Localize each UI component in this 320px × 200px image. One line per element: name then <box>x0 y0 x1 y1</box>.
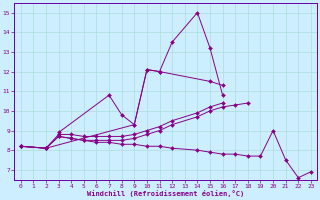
X-axis label: Windchill (Refroidissement éolien,°C): Windchill (Refroidissement éolien,°C) <box>87 190 244 197</box>
